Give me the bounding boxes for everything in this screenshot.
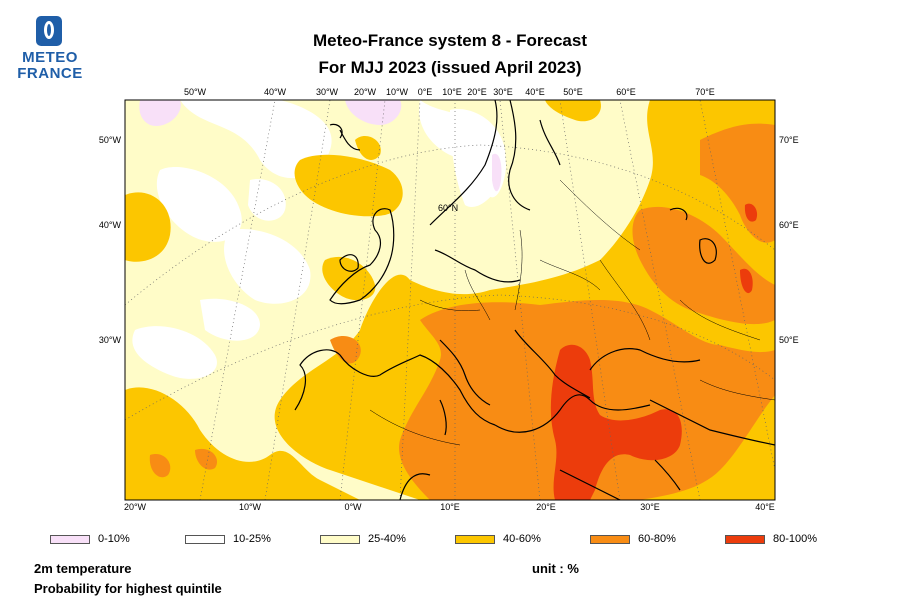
top-lon-label-0: 50°W (184, 87, 207, 97)
top-lon-label-9: 40°E (525, 87, 545, 97)
top-lon-label-4: 10°W (386, 87, 409, 97)
legend-swatch (725, 535, 765, 544)
bottom-lon-label-2: 0°W (344, 502, 362, 512)
graticule (125, 100, 775, 500)
coastlines (294, 100, 775, 500)
top-lon-label-6: 10°E (442, 87, 462, 97)
map-frame (124, 99, 776, 501)
top-lon-label-11: 60°E (616, 87, 636, 97)
legend-swatch (455, 535, 495, 544)
top-lon-label-3: 20°W (354, 87, 377, 97)
top-lon-label-2: 30°W (316, 87, 339, 97)
top-lon-label-12: 70°E (695, 87, 715, 97)
right-lat-label-2: 50°E (779, 335, 799, 345)
left-lat-label-0: 50°W (99, 135, 122, 145)
left-lat-label-2: 30°W (99, 335, 122, 345)
legend-swatch (185, 535, 225, 544)
legend-swatch (590, 535, 630, 544)
country-borders (369, 179, 775, 446)
prob-80-100-areas (550, 203, 758, 500)
right-lat-label-0: 70°E (779, 135, 799, 145)
legend-label: 10-25% (233, 533, 271, 545)
legend-label: 25-40% (368, 533, 406, 545)
logo-mark-icon (36, 16, 62, 46)
unit-label: unit : % (532, 561, 579, 576)
prob-10-25-areas (132, 100, 506, 379)
title-line2: For MJJ 2023 (issued April 2023) (318, 58, 582, 77)
top-lon-label-5: 0°E (418, 87, 433, 97)
meteo-france-logo: METEO FRANCE (14, 14, 86, 86)
variable-subtitle: Probability for highest quintile (34, 581, 222, 596)
bottom-lon-label-3: 10°E (440, 502, 460, 512)
top-lon-label-10: 50°E (563, 87, 583, 97)
right-lat-label-1: 60°E (779, 220, 799, 230)
top-lon-label-8: 30°E (493, 87, 513, 97)
legend-label: 0-10% (98, 533, 130, 545)
logo-text-line2: FRANCE (17, 65, 83, 82)
top-lon-label-7: 20°E (467, 87, 487, 97)
bottom-lon-label-5: 30°E (640, 502, 660, 512)
bottom-lon-label-1: 10°W (239, 502, 262, 512)
legend-label: 80-100% (773, 533, 818, 545)
left-lat-label-1: 40°W (99, 220, 122, 230)
legend-label: 60-80% (638, 533, 676, 545)
title-line1: Meteo-France system 8 - Forecast (313, 31, 587, 50)
legend-label: 40-60% (503, 533, 541, 545)
bottom-lon-label-4: 20°E (536, 502, 556, 512)
logo-text-line1: METEO (22, 49, 78, 66)
legend-swatch (320, 535, 360, 544)
variable-label: 2m temperature (34, 561, 132, 576)
bottom-lon-label-0: 20°W (124, 502, 147, 512)
legend-swatch (50, 535, 90, 544)
top-lon-label-1: 40°W (264, 87, 287, 97)
inner-lat-label: 60°N (438, 203, 458, 213)
prob-0-10-areas (139, 100, 502, 192)
bottom-lon-label-6: 40°E (755, 502, 775, 512)
